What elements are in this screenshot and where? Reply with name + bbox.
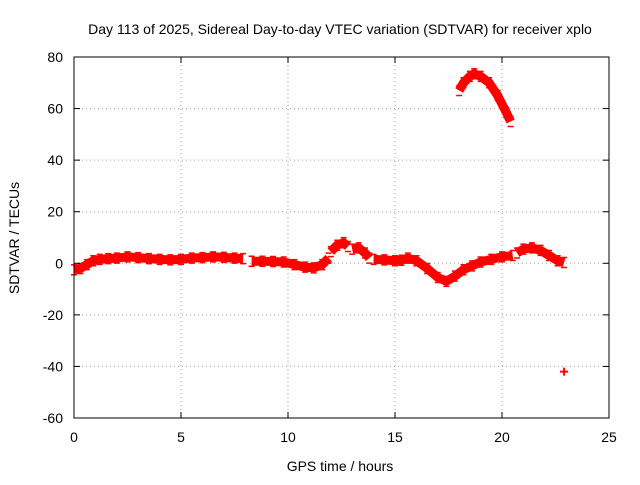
data-point (471, 68, 478, 80)
data-point (355, 242, 362, 254)
data-point (456, 84, 463, 97)
data-point (507, 115, 514, 128)
data-point (460, 77, 467, 89)
data-point (340, 236, 347, 249)
data-point (413, 254, 420, 267)
data-point (259, 255, 266, 267)
data-point (344, 240, 351, 253)
data-point (537, 244, 544, 257)
data-point (325, 252, 332, 264)
data-point (113, 252, 120, 264)
data-point (370, 253, 377, 266)
x-tick-label: 5 (177, 429, 185, 445)
x-tick-label: 25 (601, 429, 617, 445)
y-tick-label: 80 (47, 49, 63, 65)
data-point (156, 253, 163, 266)
data-point (488, 253, 495, 266)
chart-title: Day 113 of 2025, Sidereal Day-to-day VTE… (88, 21, 592, 37)
data-point (528, 242, 535, 254)
data-point (477, 256, 484, 268)
data-point (443, 275, 450, 288)
data-point (210, 251, 217, 263)
data-point (561, 256, 568, 269)
data-point (513, 247, 520, 259)
y-axis-label: SDTVAR / TECUs (6, 182, 22, 294)
data-point (199, 251, 206, 264)
data-point (135, 251, 142, 264)
data-point (520, 243, 527, 255)
y-tick-label: -60 (43, 410, 63, 426)
data-point (349, 243, 356, 255)
data-point (466, 70, 473, 83)
data-point (362, 247, 369, 259)
data-point (270, 255, 277, 268)
data-segment (251, 254, 332, 273)
data-point (240, 252, 247, 265)
x-axis-label: GPS time / hours (287, 458, 394, 474)
x-tick-label: 15 (387, 429, 403, 445)
data-point (546, 249, 553, 262)
data-point (503, 106, 510, 119)
grid-lines (74, 57, 609, 418)
data-point (327, 245, 334, 258)
x-axis-ticks: 0 5 10 15 20 25 (70, 57, 617, 445)
data-point (319, 258, 326, 271)
data-point (424, 262, 431, 275)
data-point (310, 262, 317, 274)
data-point (334, 239, 341, 251)
y-tick-label: -20 (43, 307, 63, 323)
data-point (302, 261, 309, 273)
x-tick-label: 10 (280, 429, 296, 445)
data-point (96, 253, 103, 266)
data-series (71, 68, 569, 376)
data-point (560, 367, 569, 376)
data-point (83, 258, 90, 271)
data-segment (514, 243, 566, 267)
data-point (90, 254, 97, 267)
data-segment (373, 251, 514, 286)
data-point (145, 252, 152, 265)
data-point (381, 254, 388, 266)
data-point (486, 77, 493, 89)
data-point (477, 70, 484, 83)
data-point (460, 263, 467, 276)
data-point (451, 270, 458, 282)
data-point (105, 252, 112, 265)
data-point (499, 251, 505, 263)
data-point (404, 252, 411, 264)
y-tick-label: 20 (47, 204, 63, 220)
data-point (220, 251, 227, 264)
y-tick-label: 60 (47, 101, 63, 117)
data-point (494, 89, 501, 102)
data-point (398, 254, 405, 266)
data-point (366, 252, 373, 264)
plot-frame (73, 56, 610, 419)
data-point (248, 255, 255, 267)
y-tick-label: 40 (47, 152, 63, 168)
y-axis-ticks: -60 -40 -20 0 20 40 60 80 (43, 49, 609, 426)
data-point (554, 254, 561, 267)
data-point (178, 253, 184, 266)
data-point (280, 256, 287, 268)
data-point (434, 271, 441, 284)
data-segment (351, 243, 373, 262)
data-point (231, 252, 238, 264)
data-point (167, 254, 174, 266)
data-point (188, 252, 195, 264)
data-point (509, 249, 516, 262)
x-tick-label: 0 (70, 429, 78, 445)
data-point (291, 258, 298, 271)
data-point (124, 251, 131, 263)
data-point (392, 254, 398, 267)
y-tick-label: 0 (55, 255, 63, 271)
data-segment (327, 238, 351, 255)
data-segment (73, 252, 244, 275)
x-tick-label: 20 (494, 429, 510, 445)
data-point (469, 260, 476, 272)
y-tick-label: -40 (43, 358, 63, 374)
